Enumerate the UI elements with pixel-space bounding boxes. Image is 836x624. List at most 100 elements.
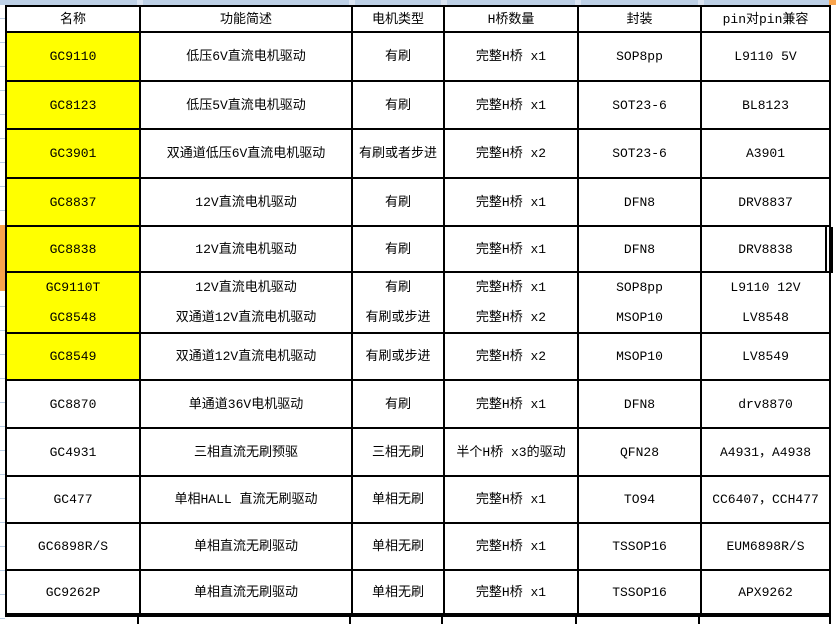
gridline-stub [698,617,700,624]
cell-description[interactable]: 双通道低压6V直流电机驱动 [141,130,353,177]
cell-name[interactable]: GC8549 [7,334,141,379]
table-row: GC8838 12V直流电机驱动 有刷 完整H桥 x1 DFN8 DRV8838 [7,227,829,273]
cell-motor-type[interactable]: 有刷 [353,82,445,128]
cell-name-line: GC9110T [45,280,101,296]
cell-motor-type[interactable]: 三相无刷 [353,429,445,475]
cell-package[interactable]: TSSOP16 [579,524,702,569]
cell-package-line: MSOP10 [616,309,663,325]
cell-description[interactable]: 单通道36V电机驱动 [141,381,353,427]
cell-name[interactable]: GC9110 [7,33,141,80]
left-gridline-strip [0,0,5,624]
cell-motor-type[interactable]: 单相无刷 [353,477,445,522]
column-border-notch [441,0,447,5]
cell-pin-compat[interactable]: A3901 [745,146,785,161]
column-border-notch [137,0,143,5]
cell-hbridge-count-line: 完整H桥 x2 [475,309,547,325]
gridline-stub [575,617,577,624]
cell-pin-compat[interactable]: BL8123 [742,97,789,113]
cell-package[interactable]: DFN8 [579,381,702,427]
cell-motor-type[interactable]: 单相无刷 [353,524,445,569]
cell-description[interactable]: 低压6V直流电机驱动 [141,33,353,80]
cell-pin-compat[interactable]: APX9262 [738,584,793,600]
cell-package[interactable]: DFN8 [579,227,702,271]
top-right-orange-marker [829,0,836,5]
cell-name[interactable]: GC477 [7,477,141,522]
cell-pin-compat[interactable]: L9110 5V [734,49,797,64]
cell-description[interactable]: 双通道12V直流电机驱动 [141,334,353,379]
cell-description-line: 双通道12V直流电机驱动 [175,309,317,325]
cell-motor-type[interactable]: 有刷 [353,179,445,225]
cell-name[interactable]: GC3901 [7,130,141,177]
cell-package[interactable]: TSSOP16 [579,571,702,613]
cell-package[interactable]: SOP8pp [579,33,702,80]
cell-description[interactable]: 单相HALL 直流无刷驱动 [141,477,353,522]
cell-name[interactable]: GC9110T GC8548 [7,273,141,332]
cell-pin-compat[interactable]: CC6407，CCH477 [712,492,819,507]
cell-description[interactable]: 12V直流电机驱动 [141,179,353,225]
cell-description[interactable]: 12V直流电机驱动 [141,227,353,271]
cell-hbridge-count[interactable]: 完整H桥 x1 [445,381,579,427]
cell-hbridge-count[interactable]: 完整H桥 x1 [445,33,579,80]
cell-motor-type[interactable]: 有刷 [353,381,445,427]
cell-hbridge-count[interactable]: 完整H桥 x2 [445,334,579,379]
cell-hbridge-count[interactable]: 半个H桥 x3的驱动 [445,429,579,475]
cell-pin-compat[interactable]: L9110 12V LV8548 [702,273,829,332]
header-cell-name[interactable]: 名称 [7,7,141,31]
cell-pin-compat-line: LV8548 [742,309,789,325]
cell-hbridge-count[interactable]: 完整H桥 x1 完整H桥 x2 [445,273,579,332]
cell-pin-compat[interactable]: EUM6898R/S [726,539,805,554]
cell-name[interactable]: GC8838 [7,227,141,271]
cell-motor-type[interactable]: 有刷或步进 [353,334,445,379]
cell-pin-compat[interactable]: LV8549 [742,349,789,364]
column-border-notch [698,0,704,5]
cell-pin-compat[interactable]: DRV8837 [738,194,793,210]
cell-hbridge-count[interactable]: 完整H桥 x1 [445,477,579,522]
cell-package[interactable]: SOT23-6 [579,130,702,177]
cell-package[interactable]: SOP8pp MSOP10 [579,273,702,332]
header-cell-pin-compat[interactable]: pin对pin兼容 [722,11,809,27]
cell-description[interactable]: 三相直流无刷预驱 [141,429,353,475]
cell-description[interactable]: 单相直流无刷驱动 [141,524,353,569]
cell-hbridge-count[interactable]: 完整H桥 x1 [445,179,579,225]
table-row: GC477 单相HALL 直流无刷驱动 单相无刷 完整H桥 x1 TO94 CC6407，… [7,477,829,524]
cell-description[interactable]: 12V直流电机驱动双通道12V直流电机驱动 [141,273,353,332]
cell-name[interactable]: GC8837 [7,179,141,225]
cell-name[interactable]: GC4931 [7,429,141,475]
cell-name[interactable]: GC8123 [7,82,141,128]
cell-motor-type[interactable]: 有刷 有刷或步进 [353,273,445,332]
header-cell-motor-type[interactable]: 电机类型 [353,7,445,31]
cell-hbridge-count[interactable]: 完整H桥 x2 [445,130,579,177]
header-row: 名称 功能简述 电机类型 H桥数量 封装 pin对pin兼容 [7,7,829,33]
cell-package[interactable]: QFN28 [579,429,702,475]
header-cell-description[interactable]: 功能简述 [141,7,353,31]
cell-hbridge-count[interactable]: 完整H桥 x1 [445,227,579,271]
cell-hbridge-count[interactable]: 完整H桥 x1 [445,571,579,613]
cell-package[interactable]: TO94 [579,477,702,522]
cell-motor-type[interactable]: 单相无刷 [353,571,445,613]
table-row: GC9110T GC8548 12V直流电机驱动 双通道12V直流电机驱动 有刷 有刷或步… [7,273,829,334]
cell-motor-type[interactable]: 有刷 [353,227,445,271]
header-cell-hbridge-count[interactable]: H桥数量 [445,7,579,31]
cell-package[interactable]: MSOP10 [579,334,702,379]
cell-package[interactable]: DFN8 [579,179,702,225]
cell-pin-compat[interactable]: drv8870 [738,396,793,412]
cell-description-line: 12V直流电机驱动 [195,280,297,296]
cell-hbridge-count-line: 完整H桥 x1 [475,280,547,296]
cell-description[interactable]: 低压5V直流电机驱动 [141,82,353,128]
cell-name[interactable]: GC8870 [7,381,141,427]
table-row: GC8870 单通道36V电机驱动 有刷 完整H桥 x1 DFN8 drv8870 [7,381,829,429]
cell-name[interactable]: GC9262P [7,571,141,613]
table-body: GC9110 低压6V直流电机驱动 有刷 完整H桥 x1 SOP8pp L9110 5V G… [7,33,829,615]
cell-motor-type[interactable]: 有刷或者步进 [353,130,445,177]
table-row: GC6898R/S 单相直流无刷驱动 单相无刷 完整H桥 x1 TSSOP16 EUM68… [7,524,829,571]
header-cell-package[interactable]: 封装 [579,7,702,31]
cell-hbridge-count[interactable]: 完整H桥 x1 [445,82,579,128]
cell-hbridge-count[interactable]: 完整H桥 x1 [445,524,579,569]
cell-motor-type[interactable]: 有刷 [353,33,445,80]
cell-description[interactable]: 单相直流无刷驱动 [141,571,353,613]
cell-name[interactable]: GC6898R/S [7,524,141,569]
cell-package[interactable]: SOT23-6 [579,82,702,128]
cell-pin-compat[interactable]: DRV8838 [738,241,793,257]
cell-pin-compat[interactable]: A4931，A4938 [719,444,811,460]
cell-motor-type-line: 有刷或步进 [365,309,431,325]
